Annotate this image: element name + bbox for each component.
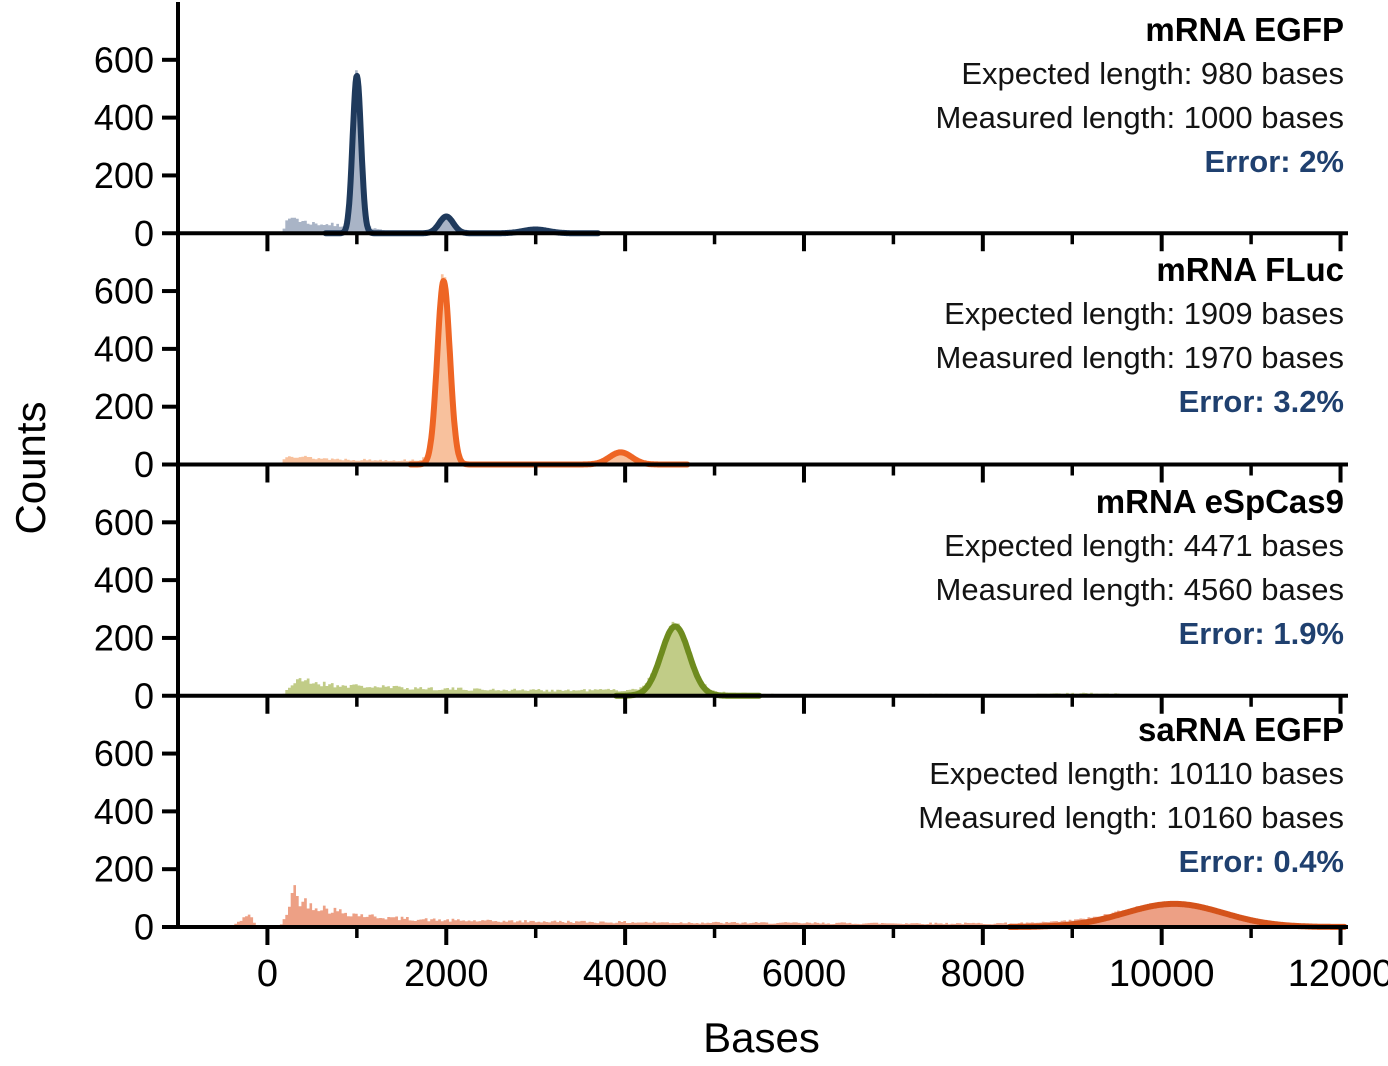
x-tick-label: 12000 — [1288, 953, 1388, 995]
expected-length: Expected length: 10110 bases — [929, 756, 1344, 791]
panel-title: mRNA eSpCas9 — [1095, 483, 1344, 520]
y-tick-label: 400 — [94, 560, 154, 601]
error-value: Error: 0.4% — [1178, 844, 1344, 879]
panel-annotation-sarna-egfp: saRNA EGFP Expected length: 10110 bases … — [918, 708, 1344, 884]
panel-title: mRNA FLuc — [1156, 251, 1344, 288]
expected-length: Expected length: 980 bases — [961, 56, 1344, 91]
y-tick-label: 0 — [134, 675, 154, 716]
y-tick-label: 600 — [94, 271, 154, 312]
y-tick-label: 200 — [94, 617, 154, 658]
y-tick-label: 200 — [94, 155, 154, 196]
y-axis-title: Counts — [7, 401, 54, 535]
panel-title: saRNA EGFP — [1138, 711, 1344, 748]
y-tick-label: 600 — [94, 39, 154, 80]
x-tick-label: 10000 — [1109, 953, 1215, 995]
y-tick-label: 0 — [134, 907, 154, 948]
x-tick-label: 6000 — [762, 953, 847, 995]
y-tick-label: 400 — [94, 791, 154, 832]
measured-length: Measured length: 10160 bases — [918, 800, 1344, 835]
expected-length: Expected length: 1909 bases — [944, 296, 1344, 331]
measured-length: Measured length: 1970 bases — [935, 340, 1344, 375]
y-tick-label: 0 — [134, 213, 154, 254]
fit-curve-mrna-egfp — [322, 72, 602, 237]
x-tick-label: 8000 — [941, 953, 1026, 995]
error-value: Error: 1.9% — [1178, 616, 1344, 651]
histogram-fill-mrna-espcas9 — [178, 621, 1345, 696]
y-tick-label: 200 — [94, 386, 154, 427]
panel-annotation-mrna-espcas9: mRNA eSpCas9 Expected length: 4471 bases… — [936, 480, 1344, 656]
y-tick-label: 0 — [134, 444, 154, 485]
histogram-fill-sarna-egfp — [178, 885, 1345, 927]
y-tick-label: 400 — [94, 328, 154, 369]
y-tick-label: 600 — [94, 733, 154, 774]
panel-title: mRNA EGFP — [1145, 11, 1344, 48]
x-axis-title: Bases — [703, 1014, 820, 1061]
panel-annotation-mrna-egfp: mRNA EGFP Expected length: 980 bases Mea… — [936, 8, 1344, 184]
y-tick-label: 400 — [94, 97, 154, 138]
measured-length: Measured length: 1000 bases — [935, 100, 1344, 135]
y-tick-label: 200 — [94, 849, 154, 890]
panel-annotation-mrna-fluc: mRNA FLuc Expected length: 1909 bases Me… — [936, 248, 1344, 424]
expected-length: Expected length: 4471 bases — [944, 528, 1344, 563]
y-tick-label: 600 — [94, 502, 154, 543]
error-value: Error: 2% — [1204, 144, 1344, 179]
x-tick-label: 4000 — [583, 953, 668, 995]
x-tick-label: 2000 — [404, 953, 489, 995]
measured-length: Measured length: 4560 bases — [935, 572, 1344, 607]
x-tick-label: 0 — [257, 953, 278, 995]
error-value: Error: 3.2% — [1178, 384, 1344, 419]
